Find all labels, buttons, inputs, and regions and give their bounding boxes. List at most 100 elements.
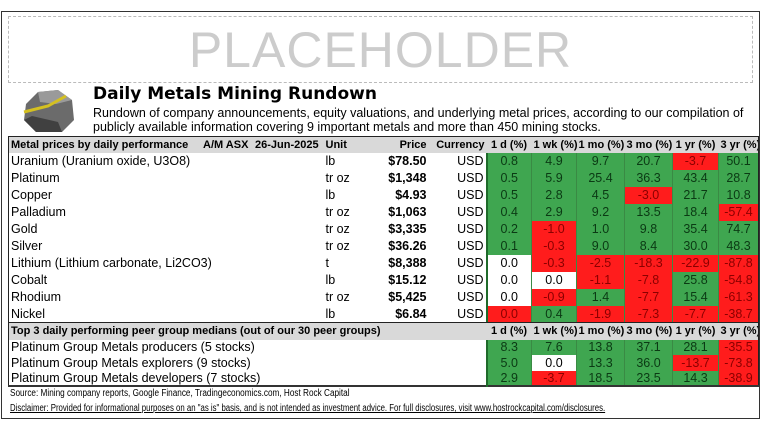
pct-change-cell: 23.5	[624, 370, 673, 386]
pct-change-cell: 0.0	[531, 271, 577, 289]
pct-change-cell: -1.1	[576, 271, 625, 289]
pct-change-cell: 8.4	[624, 237, 673, 255]
column-header: 3 mo (%)	[624, 322, 673, 340]
metal-name: Silver	[11, 239, 43, 253]
metal-currency: USD	[457, 171, 484, 185]
pct-change-cell: 0.0	[485, 254, 532, 272]
peer-groups-table: Top 3 daily performing peer group median…	[8, 322, 759, 387]
disclaimer-link[interactable]: Disclaimer: Provided for informational p…	[10, 403, 606, 414]
peer-group-name: Platinum Group Metals producers (5 stock…	[11, 340, 255, 355]
pct-change-cell: -57.4	[718, 203, 759, 221]
report-date: 26-Jun-2025	[255, 138, 319, 151]
report-frame	[1, 11, 760, 419]
metal-price: $3,335	[388, 222, 427, 236]
metal-unit: lb	[325, 273, 336, 287]
pct-change-cell: 0.8	[485, 152, 532, 170]
metal-unit: tr oz	[325, 205, 350, 219]
pct-change-cell: -35.5	[718, 339, 759, 355]
pct-change-cell: 4.5	[576, 186, 625, 204]
metals-heading: Metal prices by daily performance	[11, 138, 189, 151]
rock-logo-icon	[23, 90, 74, 132]
metal-unit: lb	[325, 188, 336, 202]
metals-heading-cell: Metal prices by daily performance A/M ASX…	[8, 136, 324, 153]
pct-change-cell: 21.7	[672, 186, 719, 204]
pct-change-cell: 9.0	[576, 237, 625, 255]
report-title: Daily Metals Mining Rundown	[93, 84, 377, 104]
metal-name: Gold	[11, 222, 38, 236]
column-header: 1 wk (%)	[531, 322, 577, 340]
pct-change-cell: 20.7	[624, 152, 673, 170]
metal-currency: USD	[457, 290, 484, 304]
pct-change-cell: -38.9	[718, 370, 759, 386]
metal-name: Nickel	[11, 306, 46, 321]
metal-unit: lb	[325, 154, 336, 168]
pct-change-cell: 9.2	[576, 203, 625, 221]
metal-row: Cobalt lb $15.12 USD 0.0 0.0 -1.1 -7.8 25.8 -54.8	[9, 271, 759, 289]
pct-change-cell: 0.0	[485, 271, 532, 289]
metal-name: Platinum	[11, 171, 60, 185]
pct-change-cell: 36.3	[624, 169, 673, 187]
pct-change-cell: -0.3	[531, 237, 577, 255]
metal-row: Gold tr oz $3,335 USD 0.2 -1.0 1.0 9.8 35.4 74.7	[9, 220, 759, 238]
pct-change-cell: 0.0	[485, 288, 532, 306]
metal-currency: USD	[457, 222, 484, 236]
market-label: A/M ASX	[203, 138, 249, 151]
column-header: Unit	[323, 136, 379, 153]
pct-change-cell: -22.9	[672, 254, 719, 272]
pct-change-cell: -1.9	[576, 305, 625, 323]
pct-change-cell: 9.8	[624, 220, 673, 238]
metal-name: Cobalt	[11, 273, 48, 287]
pct-change-cell: 36.0	[624, 355, 673, 371]
pct-change-cell: 8.3	[485, 339, 532, 355]
metal-unit: t	[325, 256, 329, 270]
metal-unit: tr oz	[325, 290, 350, 304]
pct-change-cell: 30.0	[672, 237, 719, 255]
column-header: 3 yr (%)	[718, 136, 759, 153]
metal-row: Lithium (Lithium carbonate, Li2CO3) t $8,3…	[9, 254, 759, 272]
column-header: 3 yr (%)	[718, 322, 759, 340]
pct-change-cell: 15.4	[672, 288, 719, 306]
column-header: 1 yr (%)	[672, 322, 719, 340]
pct-change-cell: 14.3	[672, 370, 719, 386]
pct-change-cell: 0.0	[485, 305, 532, 323]
metal-row: Rhodium tr oz $5,425 USD 0.0 -0.9 1.4 -7.7 15.4-…	[9, 288, 759, 306]
pct-change-cell: 13.5	[624, 203, 673, 221]
column-header: 1 mo (%)	[576, 136, 625, 153]
pct-change-cell: 18.4	[672, 203, 719, 221]
pct-change-cell: 9.7	[576, 152, 625, 170]
metal-currency: USD	[457, 256, 484, 270]
metal-name: Palladium	[11, 205, 66, 219]
metal-currency: USD	[457, 188, 484, 202]
peers-heading: Top 3 daily performing peer group median…	[8, 322, 487, 340]
metal-currency: USD	[457, 205, 484, 219]
pct-change-cell: 10.8	[718, 186, 759, 204]
metal-name: Rhodium	[11, 290, 62, 304]
column-header: 1 d (%)	[486, 322, 532, 340]
pct-change-cell: 2.9	[485, 370, 532, 386]
metal-currency: USD	[457, 239, 484, 253]
metal-row: Copper lb $4.93 USD 0.5 2.8 4.5 -3.0 21.7 10.8	[9, 186, 759, 204]
pct-change-cell: 43.4	[672, 169, 719, 187]
pct-change-cell: 1.0	[576, 220, 625, 238]
pct-change-cell: 7.6	[531, 339, 577, 355]
pct-change-cell: 0.4	[485, 203, 532, 221]
metal-currency: USD	[457, 273, 484, 287]
pct-change-cell: 2.9	[531, 203, 577, 221]
pct-change-cell: 35.4	[672, 220, 719, 238]
metal-currency: USD	[457, 154, 484, 168]
placeholder-text: PLACEHOLDER	[188, 21, 573, 78]
pct-change-cell: 0.5	[485, 186, 532, 204]
pct-change-cell: -1.0	[531, 220, 577, 238]
pct-change-cell: 1.4	[576, 288, 625, 306]
pct-change-cell: -73.8	[718, 355, 759, 371]
pct-change-cell: -13.7	[672, 355, 719, 371]
metal-row: Nickel lb $6.84 USD 0.0 0.4 -1.9 -7.3 -7.7 -38.7	[9, 305, 759, 323]
pct-change-cell: 18.5	[576, 370, 625, 386]
pct-change-cell: -38.7	[718, 305, 759, 323]
peer-row: Platinum Group Metals producers (5 stock…	[9, 339, 759, 355]
pct-change-cell: -3.0	[624, 186, 673, 204]
pct-change-cell: -7.7	[624, 288, 673, 306]
pct-change-cell: 0.4	[531, 305, 577, 323]
pct-change-cell: 28.7	[718, 169, 759, 187]
metal-row: Palladium tr oz $1,063 USD 0.4 2.9 9.2 13.5 18.4…	[9, 203, 759, 221]
